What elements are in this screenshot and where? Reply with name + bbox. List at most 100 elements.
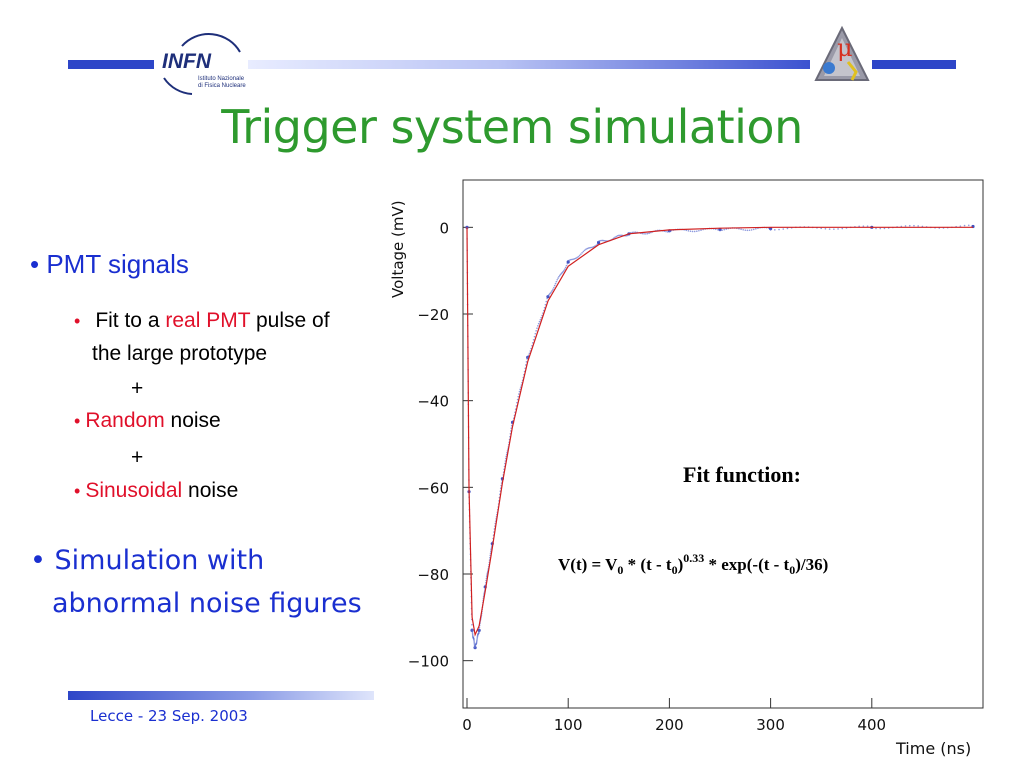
bullet-pmt-signals: • PMT signals bbox=[30, 249, 189, 279]
data-point bbox=[564, 266, 567, 269]
slide-title: Trigger system simulation bbox=[221, 100, 803, 154]
data-point bbox=[553, 284, 556, 287]
infn-subtitle-2: di Fisica Nucleare bbox=[198, 83, 246, 89]
data-point bbox=[587, 247, 590, 249]
data-point bbox=[866, 225, 869, 227]
data-point bbox=[750, 229, 753, 231]
data-point bbox=[600, 239, 602, 242]
data-point bbox=[476, 638, 478, 640]
sub-bullet-sinusoidal: • Sinusoidal noise bbox=[74, 479, 239, 502]
data-point bbox=[755, 228, 757, 230]
data-point bbox=[742, 229, 744, 231]
voltage-time-chart: 0 −20 −40 −60 −80 −100 0 100 200 300 400 Voltage … bbox=[389, 179, 984, 758]
data-point bbox=[590, 246, 592, 249]
x-tick-label: 100 bbox=[554, 716, 583, 734]
data-point bbox=[562, 270, 564, 273]
data-point bbox=[721, 229, 723, 232]
data-point bbox=[643, 233, 645, 235]
y-axis-ticks: 0 −20 −40 −60 −80 −100 bbox=[408, 219, 473, 671]
data-point bbox=[471, 630, 474, 632]
data-point bbox=[604, 239, 606, 242]
data-point bbox=[646, 232, 649, 235]
data-point bbox=[614, 236, 616, 239]
data-point bbox=[626, 234, 629, 237]
bullet-pmt-signals-text: PMT signals bbox=[46, 249, 189, 279]
header-bar-gradient bbox=[248, 60, 810, 69]
data-point bbox=[778, 228, 780, 231]
data-point bbox=[641, 232, 644, 235]
data-point bbox=[527, 354, 530, 357]
data-point bbox=[538, 320, 541, 323]
footer-date: Lecce - 23 Sep. 2003 bbox=[90, 707, 248, 725]
data-point bbox=[841, 227, 844, 230]
data-point bbox=[576, 256, 578, 259]
fit-red: real PMT bbox=[165, 309, 251, 332]
data-point bbox=[696, 230, 698, 232]
data-point bbox=[539, 318, 542, 321]
data-point bbox=[879, 227, 882, 230]
data-point bbox=[917, 225, 919, 227]
data-point bbox=[569, 258, 572, 261]
fit-formula: V(t) = V0 * (t - t0)0.33 * exp(-(t - t0)… bbox=[558, 551, 828, 577]
data-point bbox=[552, 288, 554, 291]
data-point bbox=[631, 231, 634, 234]
random-red: Random bbox=[85, 409, 165, 432]
data-point bbox=[719, 229, 721, 232]
bullet-simulation-line2: abnormal noise figures bbox=[52, 588, 362, 619]
data-point bbox=[596, 240, 601, 245]
data-point bbox=[908, 224, 911, 227]
data-point bbox=[556, 278, 559, 281]
data-point bbox=[583, 249, 586, 252]
data-point bbox=[478, 631, 480, 634]
data-point bbox=[700, 229, 702, 231]
data-point bbox=[615, 235, 618, 238]
data-point bbox=[544, 303, 547, 306]
data-point bbox=[698, 229, 700, 232]
data-point bbox=[580, 253, 582, 255]
data-point bbox=[558, 275, 560, 278]
data-point bbox=[744, 229, 747, 231]
data-point bbox=[582, 250, 585, 253]
sub-bullet-random: • Random noise bbox=[74, 409, 221, 432]
y-tick-label: −80 bbox=[417, 566, 449, 584]
data-point bbox=[573, 258, 576, 260]
infn-subtitle-1: Istituto Nazionale bbox=[198, 76, 245, 82]
fit-post: pulse of bbox=[250, 309, 330, 332]
data-point bbox=[820, 227, 822, 230]
data-point bbox=[591, 246, 594, 249]
data-point bbox=[568, 259, 571, 261]
data-point bbox=[599, 240, 601, 242]
data-point bbox=[516, 398, 519, 401]
data-point bbox=[967, 224, 970, 227]
data-point bbox=[554, 282, 557, 285]
fit-pre: Fit to a bbox=[95, 309, 166, 332]
x-axis-label: Time (ns) bbox=[895, 739, 971, 758]
data-point bbox=[565, 264, 568, 267]
bullet-simulation: • Simulation with bbox=[30, 545, 265, 576]
fit-curve bbox=[466, 226, 973, 637]
data-point bbox=[535, 330, 537, 332]
data-point bbox=[782, 228, 785, 230]
header-bar-right bbox=[872, 60, 956, 69]
data-point bbox=[717, 228, 719, 231]
data-point bbox=[723, 228, 726, 231]
data-point bbox=[557, 277, 559, 279]
data-point bbox=[537, 322, 540, 325]
data-point bbox=[862, 225, 865, 227]
data-point bbox=[837, 228, 839, 230]
data-point bbox=[546, 297, 548, 300]
data-point bbox=[476, 636, 479, 639]
data-point bbox=[563, 269, 565, 272]
data-point bbox=[471, 623, 473, 626]
mu-symbol: μ bbox=[837, 34, 853, 62]
data-point bbox=[540, 316, 543, 319]
data-point bbox=[564, 268, 566, 270]
data-point bbox=[597, 240, 600, 243]
y-tick-label: −20 bbox=[417, 306, 449, 324]
data-point bbox=[531, 342, 534, 344]
data-point bbox=[473, 641, 476, 644]
data-point bbox=[691, 230, 694, 233]
data-point bbox=[545, 300, 548, 303]
x-axis-ticks: 0 100 200 300 400 bbox=[462, 698, 886, 734]
data-point bbox=[633, 231, 635, 233]
